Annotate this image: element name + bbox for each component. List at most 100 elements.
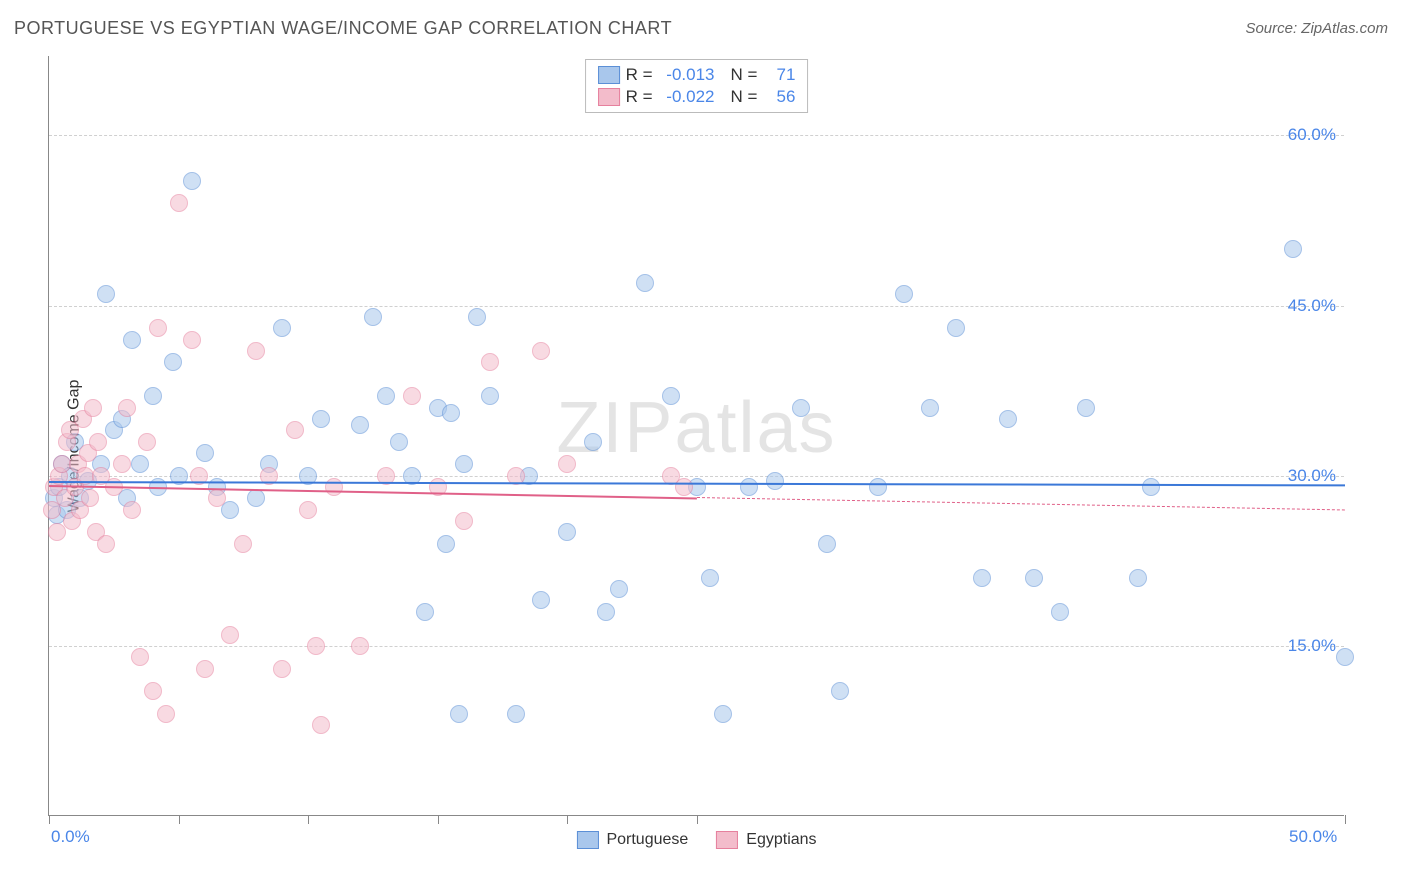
- x-tick: [567, 815, 568, 824]
- r-label: R =: [626, 87, 653, 107]
- x-tick-label: 0.0%: [51, 827, 90, 847]
- legend-label: Portuguese: [606, 831, 688, 849]
- point-portuguese: [1142, 478, 1160, 496]
- point-egyptians: [234, 535, 252, 553]
- point-egyptians: [84, 399, 102, 417]
- gridline: [49, 306, 1344, 307]
- r-value-egyptians: -0.022: [659, 87, 715, 107]
- plot-area: ZIPatlas R = -0.013 N = 71 R = -0.022 N …: [48, 56, 1344, 816]
- x-tick: [308, 815, 309, 824]
- source-credit: Source: ZipAtlas.com: [1245, 20, 1388, 37]
- point-egyptians: [208, 489, 226, 507]
- point-portuguese: [1077, 399, 1095, 417]
- legend-row-egyptians: R = -0.022 N = 56: [598, 86, 796, 108]
- point-egyptians: [286, 421, 304, 439]
- point-egyptians: [144, 682, 162, 700]
- point-portuguese: [1129, 569, 1147, 587]
- point-portuguese: [312, 410, 330, 428]
- point-portuguese: [947, 319, 965, 337]
- point-egyptians: [157, 705, 175, 723]
- swatch-egyptians: [598, 88, 620, 106]
- x-tick: [179, 815, 180, 824]
- x-tick: [1345, 815, 1346, 824]
- y-tick-label: 30.0%: [1288, 466, 1336, 486]
- point-portuguese: [558, 523, 576, 541]
- series-legend: Portuguese Egyptians: [576, 831, 816, 849]
- point-egyptians: [81, 489, 99, 507]
- point-portuguese: [144, 387, 162, 405]
- point-portuguese: [455, 455, 473, 473]
- point-portuguese: [377, 387, 395, 405]
- point-portuguese: [364, 308, 382, 326]
- chart-title: PORTUGUESE VS EGYPTIAN WAGE/INCOME GAP C…: [14, 18, 672, 39]
- point-egyptians: [221, 626, 239, 644]
- point-portuguese: [1025, 569, 1043, 587]
- point-egyptians: [273, 660, 291, 678]
- n-label: N =: [731, 87, 758, 107]
- point-portuguese: [196, 444, 214, 462]
- point-portuguese: [792, 399, 810, 417]
- point-portuguese: [714, 705, 732, 723]
- n-value-egyptians: 56: [763, 87, 795, 107]
- point-egyptians: [149, 319, 167, 337]
- y-tick-label: 45.0%: [1288, 296, 1336, 316]
- point-portuguese: [481, 387, 499, 405]
- point-egyptians: [196, 660, 214, 678]
- watermark: ZIPatlas: [556, 386, 836, 468]
- x-tick: [697, 815, 698, 824]
- point-portuguese: [921, 399, 939, 417]
- point-portuguese: [818, 535, 836, 553]
- point-egyptians: [170, 194, 188, 212]
- point-portuguese: [869, 478, 887, 496]
- point-portuguese: [507, 705, 525, 723]
- point-egyptians: [113, 455, 131, 473]
- point-portuguese: [701, 569, 719, 587]
- r-label: R =: [626, 65, 653, 85]
- n-value-portuguese: 71: [763, 65, 795, 85]
- point-egyptians: [325, 478, 343, 496]
- point-egyptians: [118, 399, 136, 417]
- point-portuguese: [740, 478, 758, 496]
- point-egyptians: [403, 387, 421, 405]
- gridline: [49, 646, 1344, 647]
- point-egyptians: [312, 716, 330, 734]
- y-tick-label: 60.0%: [1288, 125, 1336, 145]
- point-egyptians: [675, 478, 693, 496]
- point-portuguese: [1336, 648, 1354, 666]
- point-portuguese: [468, 308, 486, 326]
- point-egyptians: [351, 637, 369, 655]
- point-portuguese: [831, 682, 849, 700]
- swatch-portuguese: [598, 66, 620, 84]
- point-portuguese: [636, 274, 654, 292]
- point-egyptians: [532, 342, 550, 360]
- point-egyptians: [131, 648, 149, 666]
- point-portuguese: [247, 489, 265, 507]
- legend-item-egyptians: Egyptians: [716, 831, 816, 849]
- point-portuguese: [532, 591, 550, 609]
- point-egyptians: [123, 501, 141, 519]
- y-tick-label: 15.0%: [1288, 636, 1336, 656]
- gridline: [49, 476, 1344, 477]
- trend-line: [697, 497, 1345, 510]
- correlation-legend: R = -0.013 N = 71 R = -0.022 N = 56: [585, 59, 809, 113]
- point-portuguese: [1051, 603, 1069, 621]
- point-egyptians: [138, 433, 156, 451]
- point-egyptians: [307, 637, 325, 655]
- swatch-egyptians: [716, 831, 738, 849]
- trend-line: [49, 485, 697, 499]
- point-portuguese: [183, 172, 201, 190]
- point-portuguese: [999, 410, 1017, 428]
- swatch-portuguese: [576, 831, 598, 849]
- gridline: [49, 135, 1344, 136]
- point-portuguese: [597, 603, 615, 621]
- point-egyptians: [247, 342, 265, 360]
- point-portuguese: [97, 285, 115, 303]
- point-portuguese: [437, 535, 455, 553]
- point-egyptians: [97, 535, 115, 553]
- x-tick: [438, 815, 439, 824]
- point-egyptians: [481, 353, 499, 371]
- n-label: N =: [731, 65, 758, 85]
- x-tick: [49, 815, 50, 824]
- point-egyptians: [48, 523, 66, 541]
- legend-label: Egyptians: [746, 831, 816, 849]
